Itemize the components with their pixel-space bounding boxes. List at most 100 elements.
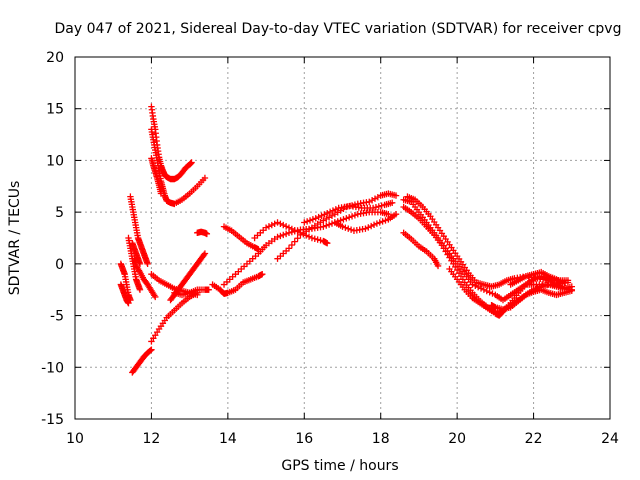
series-track-n xyxy=(171,286,212,299)
data-point xyxy=(294,228,301,235)
y-tick-label: 20 xyxy=(46,50,64,66)
x-tick-label: 12 xyxy=(143,431,161,447)
data-point xyxy=(309,216,317,223)
data-point xyxy=(274,219,281,226)
data-point xyxy=(498,309,506,316)
series-track-p xyxy=(209,271,266,298)
data-point xyxy=(348,213,356,220)
y-tick-label: -10 xyxy=(41,360,64,376)
x-tick-label: 10 xyxy=(66,431,84,447)
axis-ticks: 10 12 14 16 18 20 22 24 -15 -10 -5 0 5 10 15 20 xyxy=(41,50,619,447)
data-point xyxy=(201,250,209,257)
data-point xyxy=(392,211,400,218)
data-point xyxy=(362,225,369,232)
data-point xyxy=(472,282,479,290)
data-point xyxy=(477,285,485,292)
series-track-f xyxy=(131,255,159,301)
series-track-u xyxy=(301,199,396,226)
data-point xyxy=(434,262,442,270)
data-point xyxy=(379,218,386,225)
series-track-i xyxy=(148,103,195,183)
series-track-z xyxy=(400,229,442,270)
series-track-a xyxy=(117,260,134,304)
series-track-o xyxy=(194,228,211,238)
x-tick-label: 22 xyxy=(525,431,543,447)
x-tick-label: 18 xyxy=(372,431,390,447)
data-point xyxy=(339,223,346,230)
data-point xyxy=(308,234,316,242)
y-axis-label: SDTVAR / TECUs xyxy=(7,181,23,296)
plot-frame xyxy=(74,56,611,420)
series-track-d xyxy=(125,234,144,293)
data-point xyxy=(351,212,359,219)
series-track-c xyxy=(127,193,151,268)
data-point xyxy=(271,220,278,227)
data-point xyxy=(280,231,287,239)
data-point xyxy=(285,224,293,231)
data-point xyxy=(325,221,333,228)
data-point xyxy=(301,219,308,226)
grid xyxy=(75,57,610,419)
data-point xyxy=(147,347,154,354)
data-point xyxy=(314,236,321,243)
data-point xyxy=(324,239,331,247)
data-point xyxy=(365,224,372,231)
series-track-ac xyxy=(488,286,575,313)
data-point xyxy=(262,224,270,231)
y-tick-label: 0 xyxy=(55,257,64,273)
data-point xyxy=(323,222,330,229)
data-point xyxy=(369,204,377,212)
data-point xyxy=(277,232,284,240)
data-point xyxy=(564,277,572,284)
data-point xyxy=(294,235,301,242)
data-point xyxy=(311,235,318,242)
data-point xyxy=(305,233,313,240)
data-point xyxy=(291,227,298,234)
data-point xyxy=(347,226,355,233)
data-point xyxy=(274,233,281,241)
y-tick-label: 5 xyxy=(55,205,64,221)
y-tick-label: 10 xyxy=(46,153,64,169)
data-point xyxy=(288,225,296,233)
series-track-v xyxy=(331,211,400,234)
data-point xyxy=(318,212,325,219)
data-point xyxy=(568,287,575,294)
data-point xyxy=(277,220,284,227)
series-track-m xyxy=(167,250,209,304)
data-point xyxy=(345,214,353,221)
data-point xyxy=(382,217,389,224)
data-point xyxy=(367,222,375,230)
data-point xyxy=(324,209,331,217)
y-tick-label: -15 xyxy=(41,412,64,428)
data-point xyxy=(373,220,381,227)
data-point xyxy=(483,287,490,295)
data-point xyxy=(157,190,165,197)
series-track-q xyxy=(220,208,392,288)
data-point xyxy=(345,225,352,232)
series-track-ab xyxy=(507,268,568,288)
data-point xyxy=(486,289,493,296)
chart-title: Day 047 of 2021, Sidereal Day-to-day VTE… xyxy=(55,21,622,37)
data-point xyxy=(370,221,378,229)
series-track-aa xyxy=(446,265,575,319)
x-axis-label: GPS time / hours xyxy=(281,458,398,474)
data-point xyxy=(392,192,400,199)
data-point xyxy=(255,246,262,253)
data-point xyxy=(200,251,208,259)
data-point xyxy=(201,174,209,182)
data-point xyxy=(188,159,195,166)
data-point xyxy=(317,237,324,244)
data-point xyxy=(303,218,311,225)
data-point xyxy=(152,293,159,301)
data-point xyxy=(285,245,293,252)
x-tick-label: 14 xyxy=(219,431,237,447)
x-tick-label: 20 xyxy=(448,431,466,447)
series-track-g xyxy=(129,346,155,376)
data-point xyxy=(560,279,568,286)
data-point xyxy=(326,208,334,216)
data-point xyxy=(329,207,337,214)
data-point xyxy=(320,223,327,230)
data-point xyxy=(280,221,287,229)
data-point xyxy=(469,281,476,288)
data-point xyxy=(125,299,132,307)
